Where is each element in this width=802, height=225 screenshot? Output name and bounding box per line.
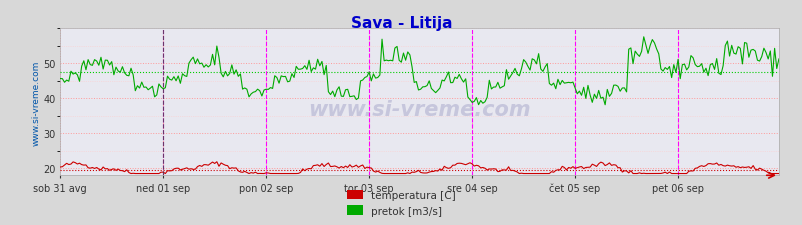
Text: Sava - Litija: Sava - Litija xyxy=(350,16,452,31)
Text: www.si-vreme.com: www.si-vreme.com xyxy=(308,100,530,120)
Y-axis label: www.si-vreme.com: www.si-vreme.com xyxy=(31,60,40,145)
Legend: temperatura [C], pretok [m3/s]: temperatura [C], pretok [m3/s] xyxy=(342,186,460,220)
